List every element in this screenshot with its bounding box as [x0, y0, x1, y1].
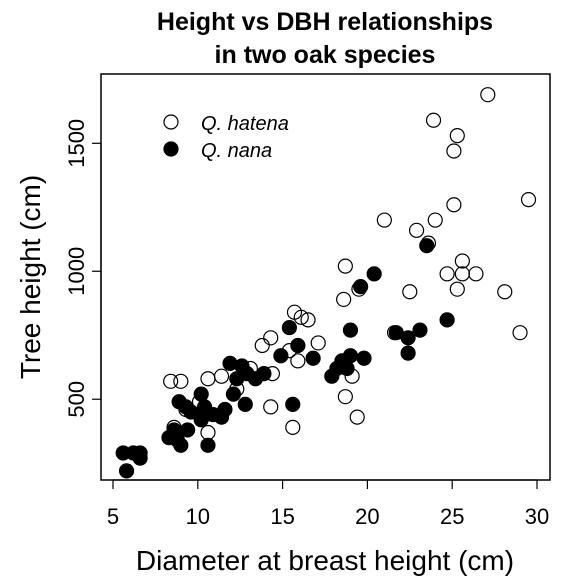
point-nana — [237, 396, 253, 412]
point-nana — [281, 319, 297, 336]
x-tick-label: 20 — [355, 504, 379, 529]
chart-title-line-2: in two oak species — [215, 41, 436, 69]
point-hatena — [310, 335, 326, 351]
point-nana — [356, 350, 372, 366]
point-hatena — [454, 253, 470, 269]
legend-marker-nana — [163, 141, 179, 157]
point-nana — [132, 450, 148, 466]
point-hatena — [425, 112, 442, 128]
x-tick-label: 5 — [107, 504, 119, 529]
point-hatena — [449, 128, 465, 144]
x-tick-label: 10 — [186, 504, 210, 529]
point-nana — [339, 360, 355, 377]
point-nana — [193, 386, 209, 402]
point-hatena — [263, 330, 279, 346]
point-nana — [290, 337, 306, 354]
point-hatena — [408, 222, 425, 238]
point-hatena — [349, 409, 365, 425]
point-nana — [217, 401, 233, 418]
legend-marker-hatena — [163, 114, 179, 130]
point-nana — [180, 422, 196, 438]
point-hatena — [290, 353, 306, 369]
point-hatena — [213, 368, 230, 384]
point-nana — [118, 463, 135, 479]
point-hatena — [254, 337, 270, 354]
x-tick-label: 30 — [525, 504, 549, 529]
point-nana — [200, 437, 216, 453]
point-hatena — [336, 291, 352, 308]
x-axis: 5 10 15 20 25 30 — [107, 479, 549, 529]
x-axis-label: Diameter at breast height (cm) — [136, 545, 514, 576]
y-axis: 500 1000 1500 — [64, 119, 102, 418]
point-hatena — [285, 419, 301, 435]
point-hatena — [446, 143, 462, 159]
legend-label-hatena: Q. hatena — [201, 113, 289, 135]
point-nana — [285, 396, 301, 412]
point-nana — [173, 437, 189, 453]
point-nana — [225, 386, 242, 402]
point-hatena — [454, 266, 470, 282]
point-nana — [342, 348, 359, 364]
point-nana — [305, 350, 321, 366]
point-hatena — [520, 192, 537, 208]
point-nana — [412, 322, 428, 338]
y-tick-label: 1000 — [64, 247, 89, 296]
point-nana — [419, 238, 435, 254]
point-hatena — [439, 266, 455, 282]
point-nana — [353, 279, 369, 295]
point-hatena — [512, 325, 528, 341]
point-nana — [273, 348, 289, 364]
y-axis-label: Tree height (cm) — [15, 175, 46, 379]
point-hatena — [200, 371, 216, 387]
point-hatena — [263, 399, 279, 415]
y-tick-label: 500 — [64, 381, 89, 418]
point-hatena — [446, 197, 462, 213]
point-hatena — [293, 309, 309, 325]
point-nana — [400, 330, 416, 346]
point-nana — [366, 266, 382, 282]
point-nana — [400, 345, 416, 361]
point-hatena — [337, 389, 353, 405]
x-tick-label: 25 — [440, 504, 464, 529]
point-hatena — [376, 212, 392, 228]
point-hatena — [468, 266, 484, 282]
point-hatena — [163, 373, 179, 389]
x-tick-label: 15 — [270, 504, 294, 529]
point-hatena — [173, 373, 189, 389]
data-points — [115, 87, 537, 479]
point-hatena — [427, 212, 443, 228]
point-hatena — [480, 87, 496, 103]
y-tick-label: 1500 — [64, 119, 89, 168]
legend: Q. hatena Q. nana — [163, 113, 289, 162]
point-hatena — [300, 312, 316, 328]
point-hatena — [402, 284, 418, 300]
point-hatena — [200, 424, 216, 441]
point-hatena — [449, 281, 465, 297]
legend-label-nana: Q. nana — [201, 140, 272, 162]
point-hatena — [497, 284, 513, 300]
point-nana — [342, 322, 359, 338]
point-nana — [256, 366, 272, 382]
chart-title-line-1: Height vs DBH relationships — [157, 8, 493, 36]
point-nana — [439, 312, 455, 328]
point-hatena — [337, 258, 353, 274]
